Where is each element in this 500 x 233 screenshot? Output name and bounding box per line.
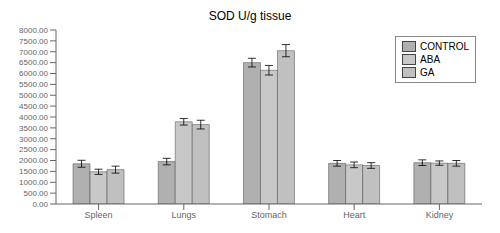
svg-text:3000.00: 3000.00 xyxy=(19,135,48,144)
svg-text:7000.00: 7000.00 xyxy=(19,48,48,57)
svg-text:4000.00: 4000.00 xyxy=(19,113,48,122)
svg-text:Kidney: Kidney xyxy=(426,210,454,220)
svg-text:0.00: 0.00 xyxy=(32,200,48,209)
svg-text:6000.00: 6000.00 xyxy=(19,69,48,78)
svg-text:5500.00: 5500.00 xyxy=(19,80,48,89)
svg-text:1500.00: 1500.00 xyxy=(19,167,48,176)
svg-text:Stomach: Stomach xyxy=(251,210,287,220)
svg-text:4500.00: 4500.00 xyxy=(19,102,48,111)
svg-text:Spleen: Spleen xyxy=(85,210,113,220)
svg-text:5000.00: 5000.00 xyxy=(19,91,48,100)
html-text:ABA: ABA xyxy=(420,54,441,65)
html-text:SOD U/g tissue: SOD U/g tissue xyxy=(208,9,292,23)
svg-text:2000.00: 2000.00 xyxy=(19,156,48,165)
svg-text:7500.00: 7500.00 xyxy=(19,37,48,46)
html-text:CONTROL: CONTROL xyxy=(420,41,469,52)
svg-text:500.00: 500.00 xyxy=(24,189,49,198)
svg-text:Heart: Heart xyxy=(343,210,366,220)
svg-text:Lungs: Lungs xyxy=(172,210,197,220)
svg-text:3500.00: 3500.00 xyxy=(19,124,48,133)
svg-text:6500.00: 6500.00 xyxy=(19,58,48,67)
svg-text:8000.00: 8000.00 xyxy=(19,26,48,35)
svg-text:2500.00: 2500.00 xyxy=(19,145,48,154)
svg-text:1000.00: 1000.00 xyxy=(19,178,48,187)
html-text:GA: GA xyxy=(420,67,435,78)
